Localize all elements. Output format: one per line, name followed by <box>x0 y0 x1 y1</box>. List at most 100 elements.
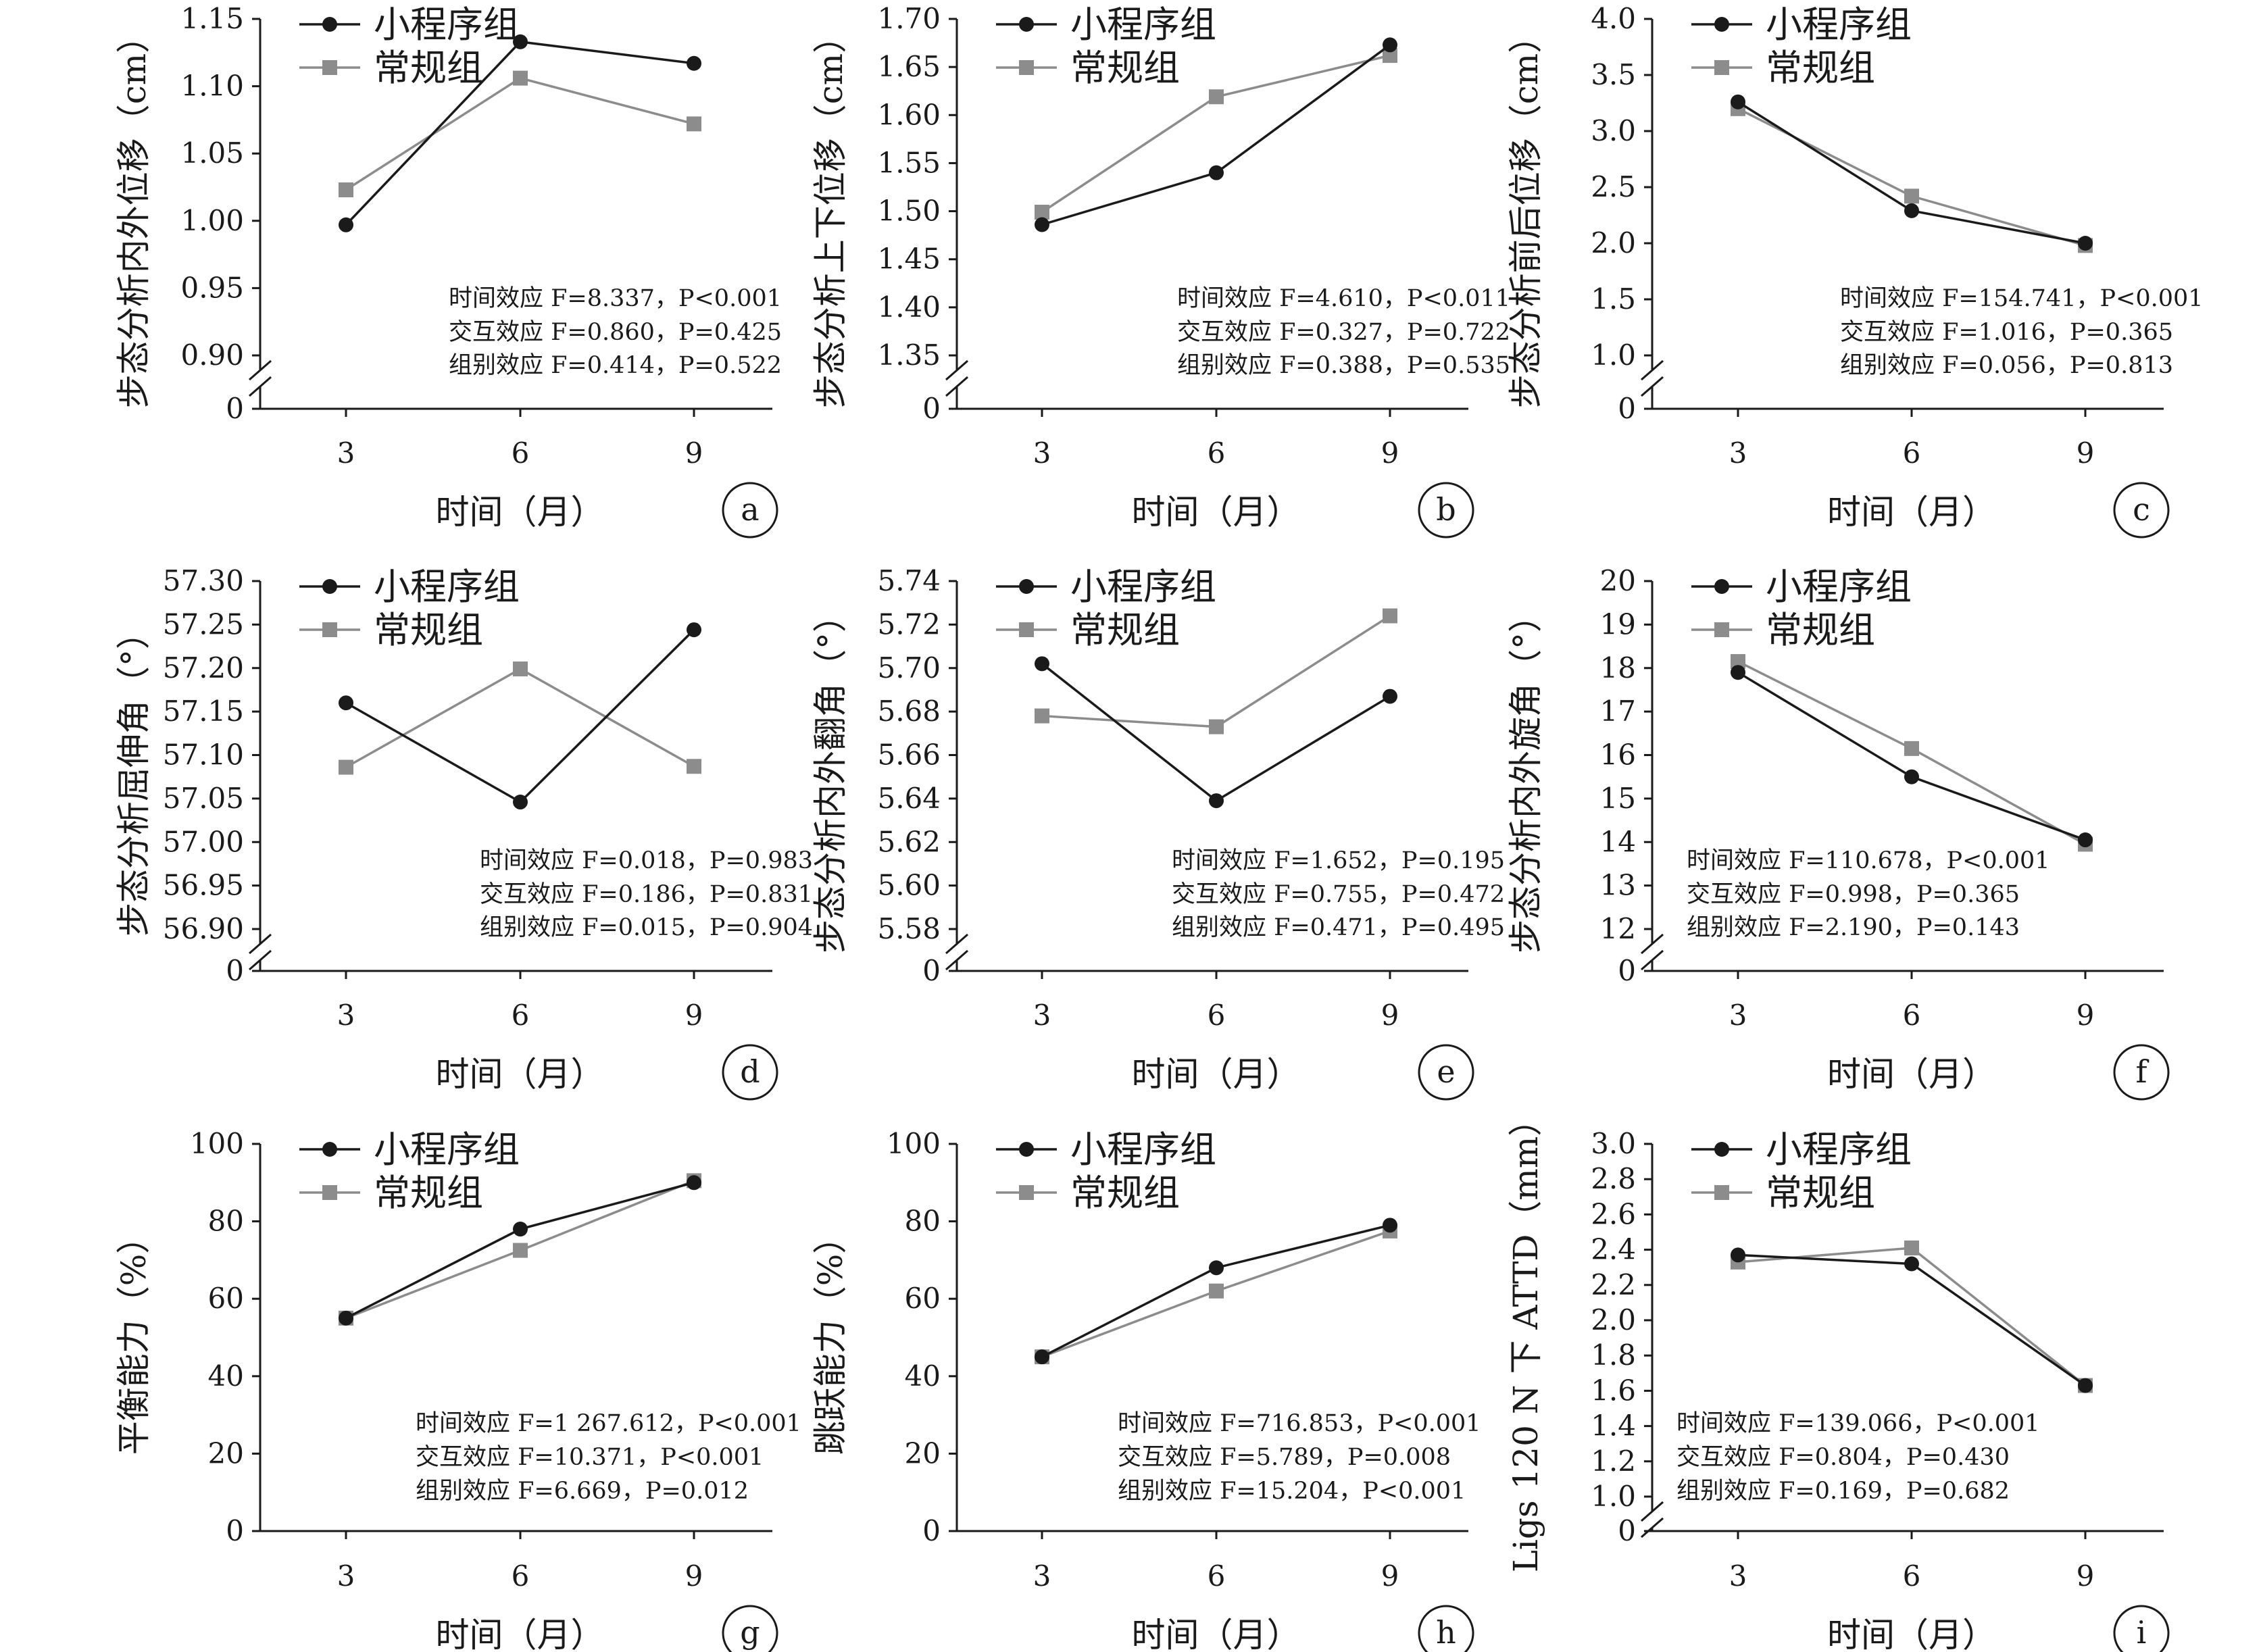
legend-marker <box>1019 17 1034 32</box>
legend-marker <box>322 622 337 637</box>
legend-label: 常规组 <box>1766 47 1875 89</box>
x-tick-label: 3 <box>337 999 355 1032</box>
y-tick-label: 5.60 <box>877 869 941 902</box>
data-point <box>1731 654 1745 670</box>
y-tick-label: 20 <box>1600 564 1636 597</box>
panel-letter-circle <box>1418 1044 1474 1101</box>
x-tick-label: 6 <box>1903 436 1921 470</box>
stat-annotation: 组别效应 F=15.204，P<0.001 <box>1118 1478 1466 1505</box>
data-point <box>1209 1283 1224 1299</box>
data-point <box>1209 793 1224 809</box>
panel-letter: i <box>2137 1614 2147 1651</box>
panel-letter-circle <box>1418 1605 1474 1652</box>
y-tick-label: 40 <box>208 1359 244 1393</box>
y-tick-label: 19 <box>1600 607 1636 641</box>
y-tick-label: 2.8 <box>1591 1162 1636 1195</box>
y-tick-label: 5.74 <box>877 564 941 597</box>
stat-annotation: 组别效应 F=6.669，P=0.012 <box>416 1478 749 1505</box>
y-tick-label: 1.2 <box>1591 1445 1636 1478</box>
x-axis-label: 时间（月） <box>1827 493 1996 532</box>
legend-marker <box>1714 60 1729 75</box>
axis-break-mark <box>945 376 968 397</box>
y-tick-label: 18 <box>1600 651 1636 684</box>
y-tick-label: 2.6 <box>1591 1197 1636 1230</box>
x-axis-label: 时间（月） <box>1132 1616 1301 1652</box>
data-point <box>339 1310 353 1326</box>
y-tick-label: 2.2 <box>1591 1268 1636 1301</box>
x-tick-label: 9 <box>685 1559 703 1593</box>
y-tick-label: 80 <box>905 1205 941 1238</box>
y-tick-label: 1.00 <box>180 204 244 237</box>
y-tick-label: 20 <box>208 1436 244 1470</box>
data-point <box>339 695 353 711</box>
panel-letter: a <box>741 491 759 528</box>
chart-panel-e: 0 5.58 5.60 5.62 5.64 5.66 5.68 5.70 5.72 5.74 3 6 9… <box>811 564 1505 1101</box>
y-tick-label: 60 <box>905 1282 941 1315</box>
legend-marker <box>1019 579 1034 594</box>
y-tick-label: 17 <box>1600 695 1636 728</box>
y-tick-label: 1.50 <box>877 195 941 228</box>
data-point <box>2078 832 2093 848</box>
legend-label: 常规组 <box>1070 47 1180 89</box>
legend-marker <box>1019 1185 1034 1200</box>
data-point <box>513 661 528 677</box>
data-point <box>1035 1349 1049 1365</box>
x-axis-label: 时间（月） <box>1827 1616 1996 1652</box>
x-tick-label: 6 <box>1208 999 1226 1032</box>
stat-annotation: 组别效应 F=2.190，P=0.143 <box>1687 914 2020 941</box>
x-tick-label: 9 <box>2077 999 2095 1032</box>
axis-break-mark <box>1641 933 1664 955</box>
x-tick-label: 6 <box>1208 1559 1226 1593</box>
legend-marker <box>1714 1142 1729 1157</box>
y-tick-label: 5.64 <box>877 782 941 815</box>
x-axis-label: 时间（月） <box>436 1616 605 1652</box>
y-axis-label: Ligs 120 N 下 ATTD（mm） <box>1506 1103 1545 1573</box>
legend-label: 常规组 <box>374 47 483 89</box>
y-tick-label: 5.62 <box>877 825 941 858</box>
data-point <box>2078 236 2093 251</box>
y-tick-label: 1.8 <box>1591 1338 1636 1372</box>
stat-annotation: 交互效应 F=0.186，P=0.831 <box>480 881 813 908</box>
axis-break-mark <box>1641 376 1664 397</box>
y-tick-label: 1.0 <box>1591 339 1636 372</box>
y-axis-label: 步态分析内外旋角（°） <box>1506 599 1545 953</box>
y-tick-label: 5.66 <box>877 739 941 772</box>
legend-marker <box>322 1185 337 1200</box>
stat-annotation: 交互效应 F=0.804，P=0.430 <box>1676 1444 2010 1471</box>
legend-label: 小程序组 <box>1766 3 1912 46</box>
y-tick-label: 0 <box>922 392 941 425</box>
axis-break-mark <box>1641 949 1664 971</box>
y-tick-label: 100 <box>887 1127 941 1160</box>
series-line-app <box>345 628 695 804</box>
stat-annotation: 交互效应 F=5.789，P=0.008 <box>1118 1444 1451 1471</box>
stat-annotation: 时间效应 F=4.610，P<0.011 <box>1177 285 1510 312</box>
y-tick-label: 1.35 <box>877 339 941 372</box>
legend-label: 常规组 <box>1070 1172 1180 1214</box>
y-tick-label: 1.65 <box>877 50 941 83</box>
data-point <box>2078 1378 2093 1393</box>
x-tick-label: 3 <box>1729 1559 1747 1593</box>
x-tick-label: 3 <box>337 1559 355 1593</box>
y-tick-label: 1.0 <box>1591 1480 1636 1513</box>
data-point <box>687 1175 701 1191</box>
data-point <box>1035 204 1049 220</box>
legend-label: 常规组 <box>1766 609 1875 651</box>
chart-panel-d: 0 56.90 56.95 57.00 57.05 57.10 57.15 57.20 57.2… <box>114 564 813 1101</box>
stat-annotation: 时间效应 F=716.853，P<0.001 <box>1118 1410 1481 1437</box>
legend-marker <box>1019 1142 1034 1157</box>
chart-panel-a: 0 0.90 0.95 1.00 1.05 1.10 1.15 3 6 9 时间（月） 步态分析内外位… <box>114 2 782 539</box>
stat-annotation: 交互效应 F=0.327，P=0.722 <box>1177 319 1510 346</box>
panel-letter: g <box>740 1614 760 1651</box>
x-tick-label: 9 <box>1381 999 1399 1032</box>
x-tick-label: 3 <box>1033 1559 1051 1593</box>
x-tick-label: 3 <box>337 436 355 470</box>
x-axis-label: 时间（月） <box>1132 1055 1301 1094</box>
panel-letter: f <box>2135 1053 2149 1090</box>
y-tick-label: 56.90 <box>163 912 244 945</box>
y-tick-label: 1.05 <box>180 136 244 170</box>
axis-break-mark <box>1641 359 1664 381</box>
y-tick-label: 4.0 <box>1591 2 1636 35</box>
y-tick-label: 2.4 <box>1591 1233 1636 1266</box>
y-tick-label: 0 <box>922 1514 941 1547</box>
